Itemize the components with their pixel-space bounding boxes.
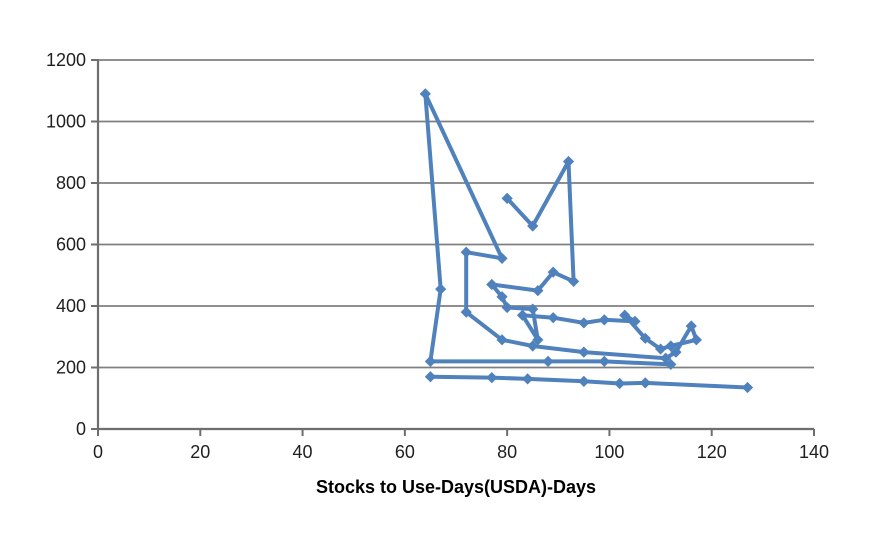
data-point-marker xyxy=(486,278,498,291)
data-point-marker xyxy=(639,377,651,389)
data-point-marker xyxy=(460,246,472,258)
x-tick-label: 140 xyxy=(799,442,829,462)
y-tick-label: 400 xyxy=(56,296,86,316)
data-point-marker xyxy=(501,192,513,204)
x-tick-label: 40 xyxy=(293,442,313,462)
x-tick-label: 120 xyxy=(697,442,727,462)
y-tick-label: 600 xyxy=(56,235,86,255)
y-tick-label: 800 xyxy=(56,173,86,193)
data-point-marker xyxy=(522,373,534,385)
data-point-marker xyxy=(496,334,508,346)
data-point-marker xyxy=(741,381,754,394)
data-point-marker xyxy=(660,352,672,364)
data-point-marker xyxy=(568,275,580,287)
data-point-marker xyxy=(486,372,498,384)
data-point-marker xyxy=(578,375,590,387)
data-point-marker xyxy=(685,320,697,332)
data-point-marker xyxy=(532,334,544,346)
data-point-marker xyxy=(629,315,641,327)
data-point-marker xyxy=(665,340,677,352)
data-point-marker xyxy=(578,317,590,329)
data-point-marker xyxy=(670,346,682,358)
data-point-marker xyxy=(614,377,626,390)
data-point-marker xyxy=(496,252,508,264)
data-point-marker xyxy=(690,334,702,346)
series-line xyxy=(423,91,699,367)
data-point-marker xyxy=(516,309,529,321)
data-point-marker xyxy=(578,346,590,358)
x-tick-label: 0 xyxy=(93,442,103,462)
data-point-marker xyxy=(619,309,631,321)
y-tick-label: 1000 xyxy=(46,112,86,132)
x-axis-title: Stocks to Use-Days(USDA)-Days xyxy=(315,477,597,497)
y-tick-label: 0 xyxy=(76,419,86,439)
data-point-marker xyxy=(654,343,667,355)
data-point-marker xyxy=(665,358,677,371)
data-point-marker xyxy=(460,306,472,318)
y-tick-label: 200 xyxy=(56,358,86,378)
data-point-marker xyxy=(527,220,539,232)
data-point-marker xyxy=(542,355,554,367)
x-tick-label: 60 xyxy=(395,442,415,462)
data-point-marker xyxy=(639,332,651,344)
data-point-marker xyxy=(527,303,539,315)
x-tick-label: 80 xyxy=(497,442,517,462)
data-point-marker xyxy=(424,371,437,383)
data-point-marker xyxy=(527,340,539,352)
data-point-marker xyxy=(501,301,513,314)
data-point-marker xyxy=(562,155,575,168)
data-point-marker xyxy=(598,314,610,326)
y-tick-label: 1200 xyxy=(46,50,86,70)
data-point-marker xyxy=(547,312,559,324)
data-point-marker xyxy=(598,355,610,367)
data-point-marker xyxy=(435,283,447,295)
data-point-marker xyxy=(496,291,508,303)
data-point-marker xyxy=(547,266,559,278)
x-tick-label: 20 xyxy=(190,442,210,462)
series-line xyxy=(428,374,750,390)
x-tick-label: 100 xyxy=(594,442,624,462)
data-point-marker xyxy=(424,355,437,367)
data-point-marker xyxy=(532,285,544,297)
data-point-marker xyxy=(419,88,431,100)
